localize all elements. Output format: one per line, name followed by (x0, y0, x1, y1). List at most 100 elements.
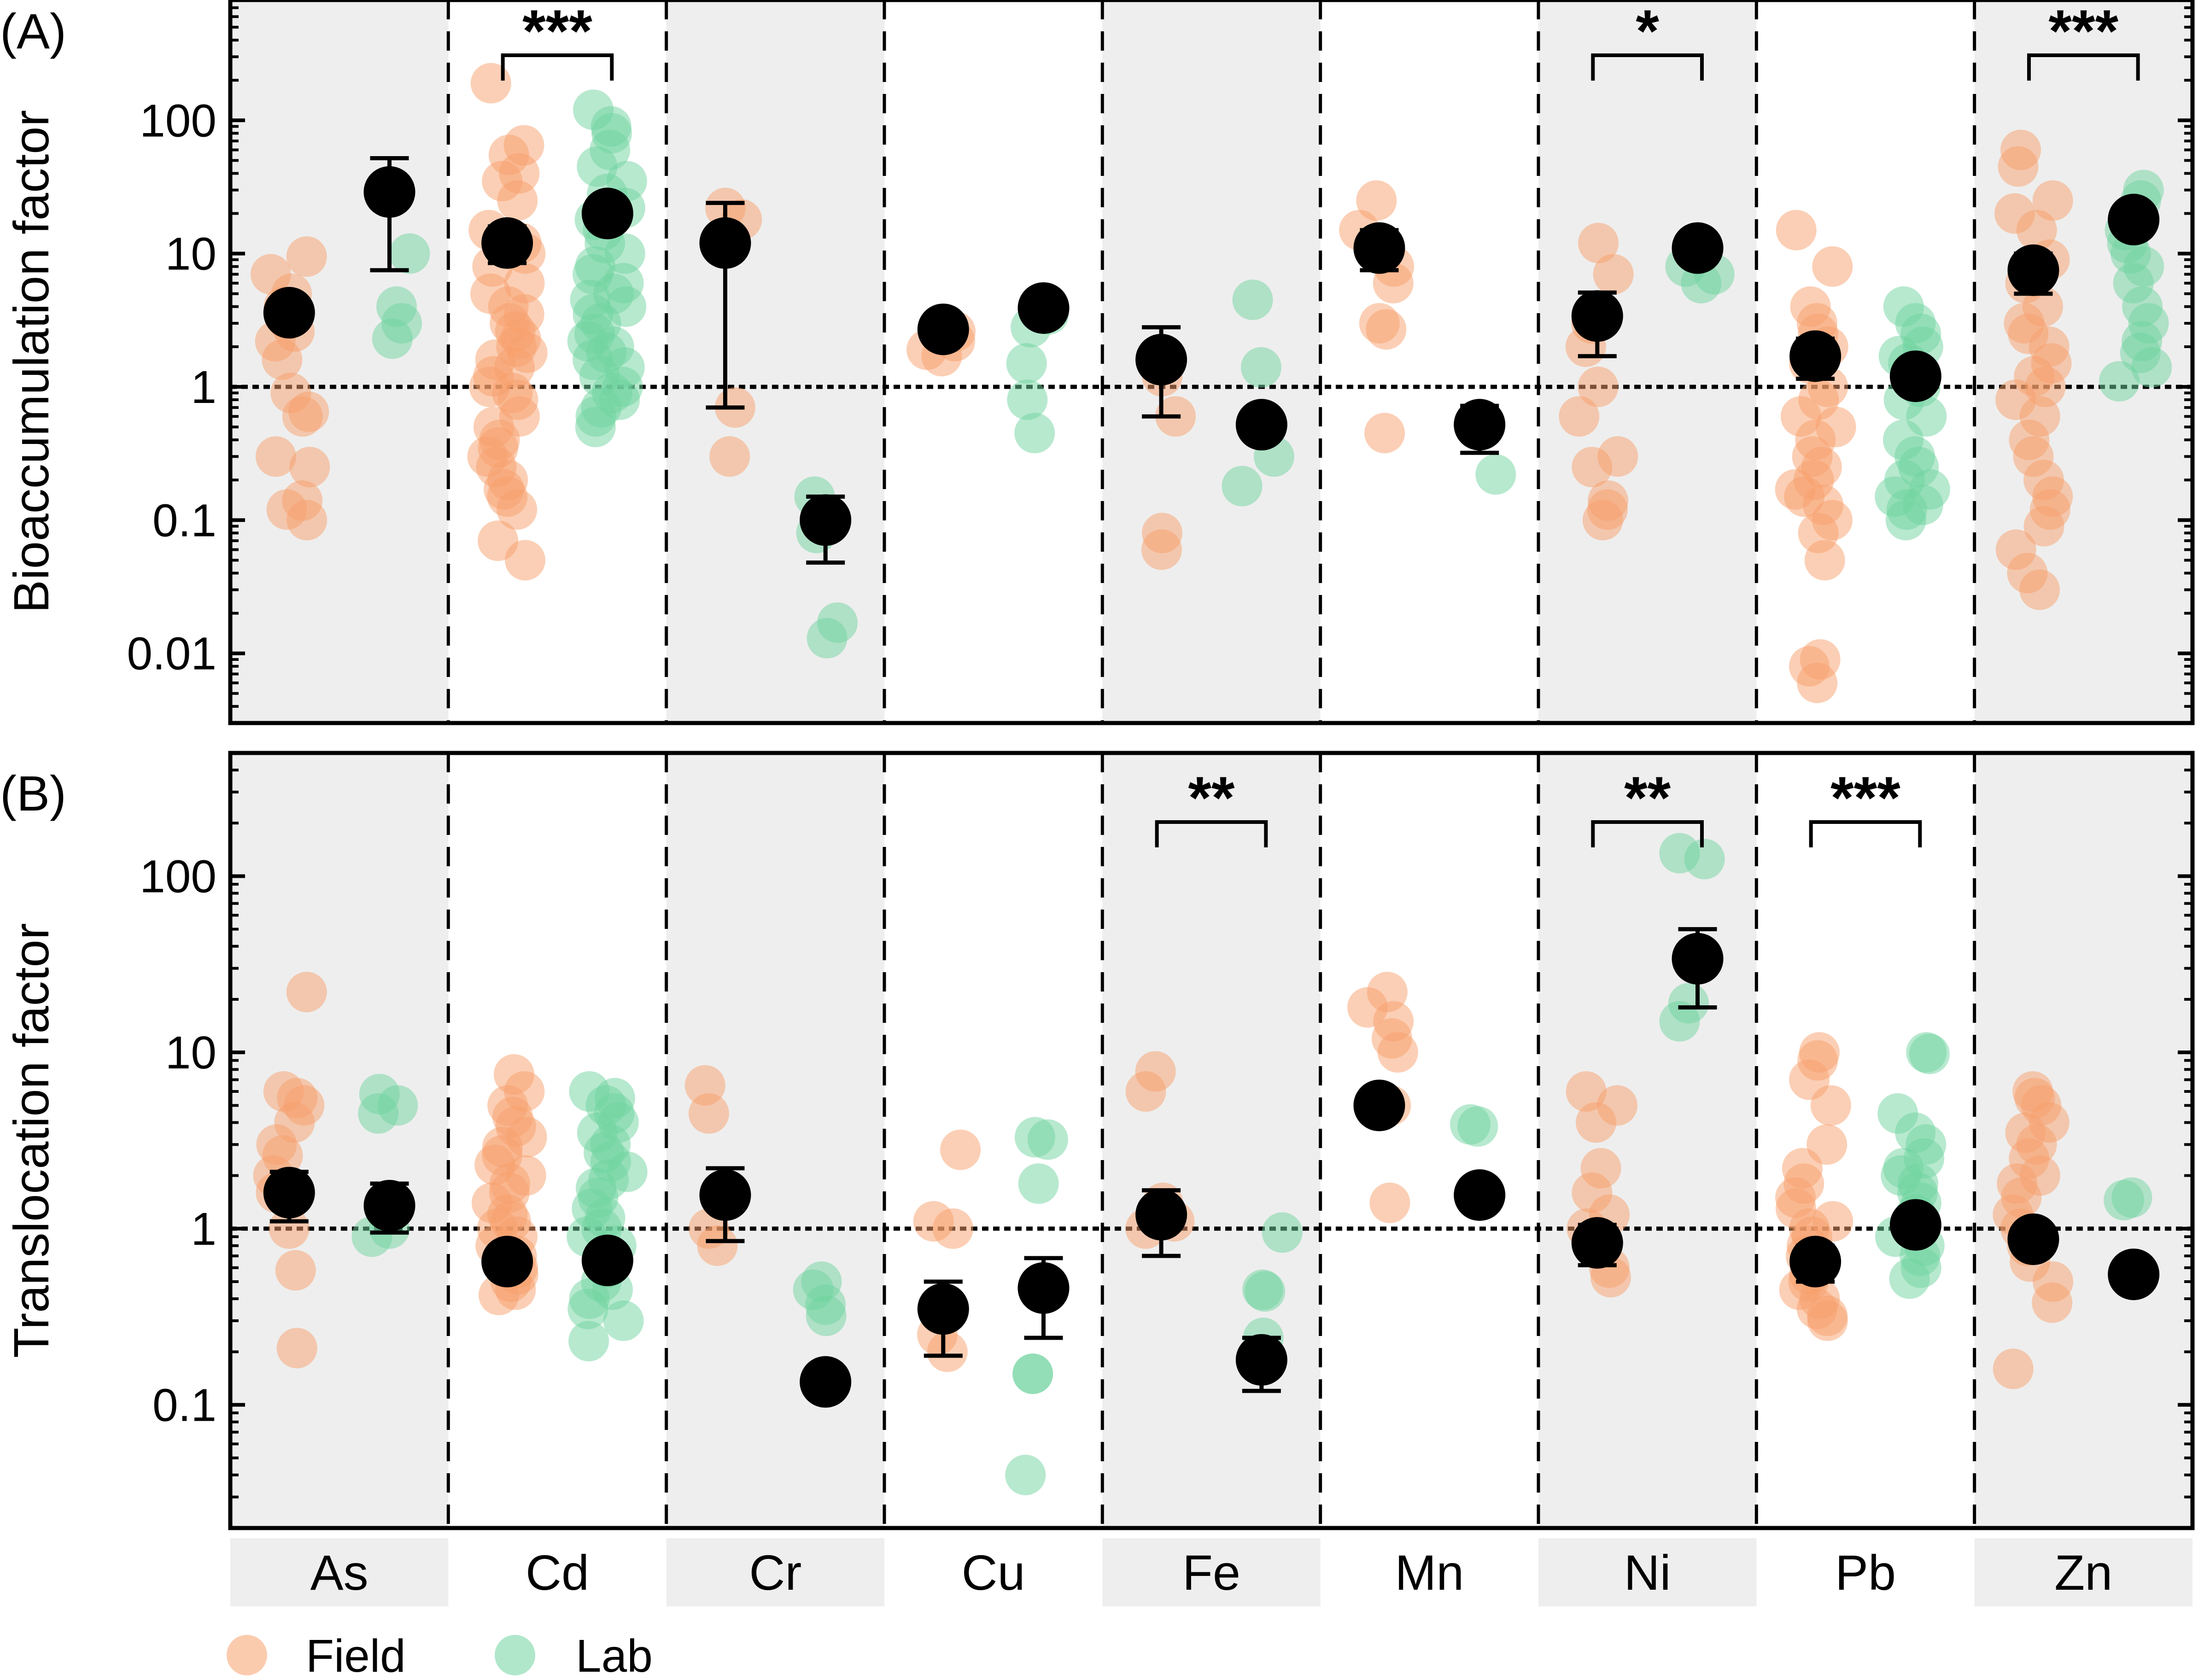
data-point-lab-mn (1457, 1106, 1498, 1147)
data-point-lab-pb (1909, 1033, 1950, 1074)
data-point-lab-ni (1681, 262, 1722, 303)
mean-marker-zn-lab (2108, 193, 2160, 245)
significance-label-cd: *** (522, 0, 592, 64)
mean-marker-pb-field (1789, 1236, 1842, 1288)
y-tick-label: 1 (191, 362, 216, 413)
mean-marker-cr-field (699, 217, 751, 269)
category-band-zn (1974, 1538, 2192, 1606)
data-point-field-cr (697, 1225, 738, 1266)
mean-marker-pb-lab (1889, 350, 1941, 402)
category-label-zn: Zn (2054, 1545, 2112, 1600)
mean-marker-cr-lab (800, 494, 852, 546)
data-point-field-cd (470, 63, 511, 104)
data-point-field-cu (933, 1208, 974, 1249)
data-point-field-ni (1566, 1071, 1607, 1112)
panel-label-b: (B) (0, 765, 66, 821)
significance-label-pb: *** (1830, 764, 1900, 831)
data-point-field-zn (2019, 569, 2060, 610)
category-band-fe (1102, 1538, 1321, 1606)
band-fe (1102, 0, 1321, 723)
band-ni (1538, 0, 1757, 723)
mean-marker-fe-field (1135, 1189, 1187, 1241)
mean-marker-cu-field (917, 303, 969, 356)
mean-marker-zn-field (2007, 244, 2059, 296)
category-label-fe: Fe (1182, 1545, 1240, 1600)
significance-bracket-ni (1591, 53, 1704, 81)
data-point-lab-cu (1006, 343, 1047, 384)
category-band-as (230, 1538, 449, 1606)
data-point-field-ni (1578, 367, 1619, 408)
data-point-field-as (286, 500, 327, 541)
data-point-lab-ni (1659, 1001, 1700, 1042)
category-label-cd: Cd (526, 1545, 589, 1600)
data-point-field-ni (1582, 500, 1623, 541)
data-point-lab-cu (1027, 1119, 1068, 1160)
data-point-lab-fe (1240, 347, 1281, 388)
data-point-field-zn (2032, 180, 2073, 221)
mean-marker-pb-lab (1889, 1199, 1941, 1251)
significance-label-ni: ** (1624, 764, 1671, 831)
mean-marker-zn-field (2007, 1213, 2059, 1265)
mean-marker-ni-field (1571, 1217, 1623, 1269)
data-point-field-ni (1572, 447, 1613, 488)
mean-marker-zn-lab (2108, 1248, 2160, 1301)
data-point-field-pb (1812, 246, 1853, 287)
data-point-field-zn (2032, 1282, 2073, 1323)
data-point-lab-as (358, 1093, 399, 1134)
data-point-field-mn (1369, 1182, 1410, 1223)
mean-marker-cd-lab (581, 187, 633, 239)
mean-marker-as-field (263, 287, 315, 339)
data-point-lab-cu (1012, 1353, 1053, 1394)
category-label-cr: Cr (749, 1545, 801, 1600)
category-label-pb: Pb (1835, 1545, 1896, 1600)
mean-marker-ni-lab (1672, 222, 1724, 274)
data-point-lab-ni (1684, 839, 1725, 880)
data-point-field-zn (1993, 1348, 2034, 1389)
y-tick-label: 0.01 (127, 628, 216, 680)
data-point-lab-cr (806, 1295, 847, 1336)
data-point-lab-cd (603, 1300, 644, 1341)
data-point-lab-fe (1262, 1212, 1303, 1253)
data-point-field-pb (1776, 210, 1817, 251)
data-point-field-as (255, 436, 296, 477)
y-axis-title: Translocation factor (3, 923, 59, 1358)
data-point-field-as (269, 1208, 310, 1249)
category-band-ni (1538, 1538, 1757, 1606)
data-point-field-as (286, 972, 327, 1013)
significance-label-ni: * (1636, 0, 1659, 64)
category-label-as: As (310, 1545, 368, 1600)
data-point-lab-cd (568, 1321, 609, 1362)
panel-frame (228, 751, 2195, 1530)
y-tick-label: 0.1 (152, 1380, 216, 1431)
data-point-lab-zn (2099, 361, 2140, 402)
data-point-field-zn (2023, 506, 2064, 547)
y-tick-label: 100 (140, 851, 216, 902)
mean-marker-cd-field (481, 1236, 533, 1288)
mean-marker-fe-field (1135, 333, 1187, 385)
mean-marker-as-field (263, 1167, 315, 1219)
mean-marker-cd-lab (581, 1234, 633, 1286)
data-point-field-as (286, 236, 327, 277)
data-point-field-ni (1576, 1102, 1617, 1143)
mean-marker-cd-field (481, 217, 533, 269)
data-point-field-as (262, 339, 303, 380)
data-point-field-mn (1366, 309, 1407, 350)
y-tick-label: 0.1 (152, 495, 216, 546)
data-point-field-pb (1804, 540, 1845, 581)
data-point-field-pb (1797, 662, 1838, 703)
category-label-ni: Ni (1624, 1545, 1671, 1600)
y-tick-label: 1 (191, 1203, 216, 1255)
data-point-lab-pb (1889, 1258, 1930, 1299)
significance-bracket-ni (1591, 820, 1704, 847)
significance-label-fe: ** (1188, 764, 1235, 831)
band-fe (1102, 753, 1321, 1528)
data-point-field-as (275, 1250, 316, 1291)
mean-marker-cr-field (699, 1169, 751, 1221)
data-point-field-cu (940, 1129, 981, 1170)
data-point-lab-cu (1014, 413, 1055, 454)
y-tick-label: 10 (165, 228, 216, 280)
mean-marker-as-lab (363, 166, 415, 218)
mean-marker-cu-field (917, 1283, 969, 1335)
